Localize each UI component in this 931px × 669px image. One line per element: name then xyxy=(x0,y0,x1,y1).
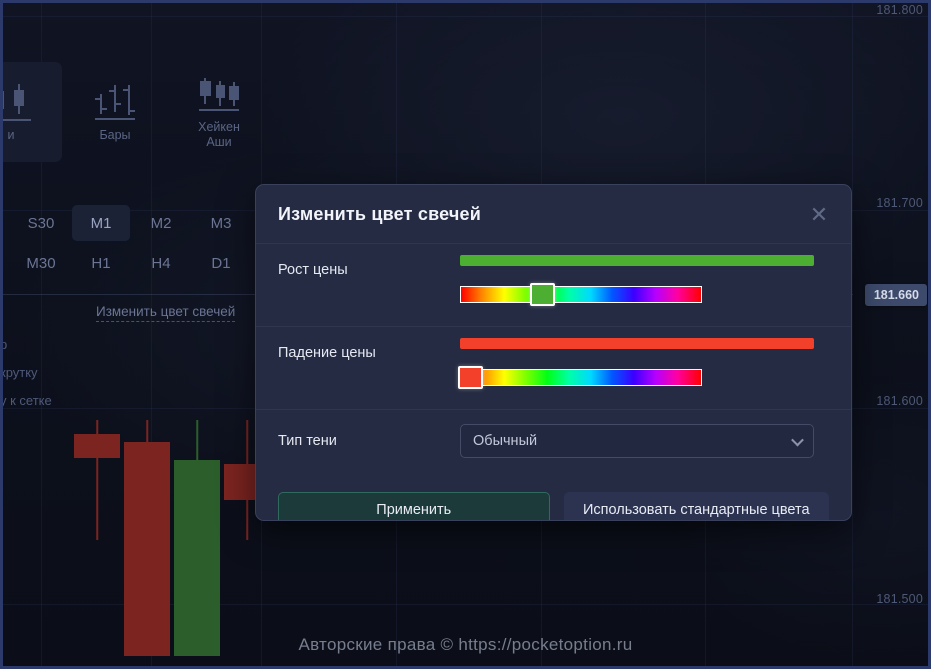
apply-button[interactable]: Применить xyxy=(278,492,550,520)
sidebar-option-partial-2[interactable]: крутку xyxy=(0,365,38,380)
price-axis-label: 181.700 xyxy=(876,196,923,210)
window-border-right xyxy=(928,0,931,669)
price-axis-label: 181.600 xyxy=(876,394,923,408)
decline-hue-thumb[interactable] xyxy=(458,366,483,389)
decline-color-row: Падение цены xyxy=(256,327,851,409)
shadow-type-row: Тип тени Обычный xyxy=(256,410,851,472)
sidebar-option-partial-3[interactable]: у к сетке xyxy=(0,393,52,408)
shadow-type-label: Тип тени xyxy=(278,433,337,449)
timeframe-s30[interactable]: S30 xyxy=(27,214,55,232)
chart-type-label: Бары xyxy=(99,127,131,142)
change-candle-color-dialog: Изменить цвет свечей ✕ Рост цены xyxy=(255,184,852,521)
dialog-body: Рост цены Падение цены xyxy=(256,244,851,520)
chart-type-candles[interactable]: и xyxy=(0,62,62,162)
chevron-down-icon xyxy=(791,433,804,447)
chart-type-heikin-ashi[interactable]: Хейкен Аши xyxy=(168,62,270,162)
row-divider xyxy=(256,409,851,410)
bars-icon xyxy=(89,82,141,124)
chart-type-bars[interactable]: Бары xyxy=(64,62,166,162)
growth-color-controls xyxy=(460,244,829,306)
current-price-badge: 181.660 xyxy=(864,284,927,306)
growth-color-row: Рост цены xyxy=(256,244,851,326)
chart-type-label-line2: Аши xyxy=(206,135,232,149)
candle-body xyxy=(124,442,170,656)
candlestick xyxy=(124,420,170,656)
timeframe-m1[interactable]: M1 xyxy=(72,205,130,241)
decline-color-label: Падение цены xyxy=(278,345,376,361)
window-border-bottom xyxy=(0,666,931,669)
timeframe-m30[interactable]: M30 xyxy=(26,254,56,272)
candlestick xyxy=(74,420,120,540)
timeframe-m2[interactable]: M2 xyxy=(150,214,172,232)
decline-hue-bar[interactable] xyxy=(460,369,702,386)
copyright-watermark: Авторские права © https://pocketoption.r… xyxy=(298,635,633,654)
grid-line-vertical xyxy=(852,0,853,669)
growth-color-preview[interactable] xyxy=(460,255,814,266)
candle-body xyxy=(174,460,220,656)
price-axis: 181.800 181.700 181.600 181.500 xyxy=(853,0,931,669)
dialog-panel: Изменить цвет свечей ✕ Рост цены xyxy=(255,184,852,521)
close-icon[interactable]: ✕ xyxy=(809,202,829,227)
candlestick xyxy=(174,420,220,656)
grid-line-vertical xyxy=(41,0,42,669)
chart-type-label: Хейкен Аши xyxy=(198,120,240,150)
growth-hue-thumb[interactable] xyxy=(530,283,555,306)
dialog-footer: Применить Использовать стандартные цвета xyxy=(256,492,851,520)
shadow-type-value: Обычный xyxy=(473,433,538,449)
decline-color-controls xyxy=(458,327,829,389)
timeframe-d1[interactable]: D1 xyxy=(211,254,231,272)
price-axis-label: 181.500 xyxy=(876,592,923,606)
shadow-type-controls: Обычный xyxy=(460,424,829,458)
dialog-header: Изменить цвет свечей ✕ xyxy=(256,185,851,244)
candle-wick xyxy=(96,420,98,540)
decline-hue-slider[interactable] xyxy=(458,366,702,389)
growth-color-label: Рост цены xyxy=(278,262,348,278)
chart-type-toolbar: и Бары xyxy=(0,62,270,162)
chart-type-label: и xyxy=(7,127,15,142)
growth-hue-bar[interactable] xyxy=(460,286,702,303)
heikin-ashi-icon xyxy=(193,74,245,116)
row-divider xyxy=(256,326,851,327)
chart-type-label-line1: Хейкен xyxy=(198,120,240,134)
grid-line-vertical xyxy=(151,0,152,669)
growth-hue-slider[interactable] xyxy=(460,283,702,306)
window-border-top xyxy=(0,0,931,3)
change-candle-color-link[interactable]: Изменить цвет свечей xyxy=(96,304,236,322)
timeframe-h1[interactable]: H1 xyxy=(91,254,111,272)
use-default-colors-button[interactable]: Использовать стандартные цвета xyxy=(563,492,829,520)
sidebar-option-partial-1[interactable]: р xyxy=(0,337,8,352)
grid-line-horizontal xyxy=(0,604,931,605)
timeframe-m3[interactable]: M3 xyxy=(210,214,232,232)
timeframe-h4[interactable]: H4 xyxy=(151,254,171,272)
shadow-type-select[interactable]: Обычный xyxy=(460,424,814,458)
price-axis-label: 181.800 xyxy=(876,3,923,17)
window-border-left xyxy=(0,0,3,669)
decline-color-preview[interactable] xyxy=(460,338,814,349)
grid-line-horizontal xyxy=(0,16,931,17)
candle-body xyxy=(74,434,120,458)
timeframe-toolbar: S30 M1 M2 M3 M30 H1 H4 D1 xyxy=(12,205,250,281)
dialog-title: Изменить цвет свечей xyxy=(278,203,481,224)
candlestick-icon xyxy=(0,82,37,124)
